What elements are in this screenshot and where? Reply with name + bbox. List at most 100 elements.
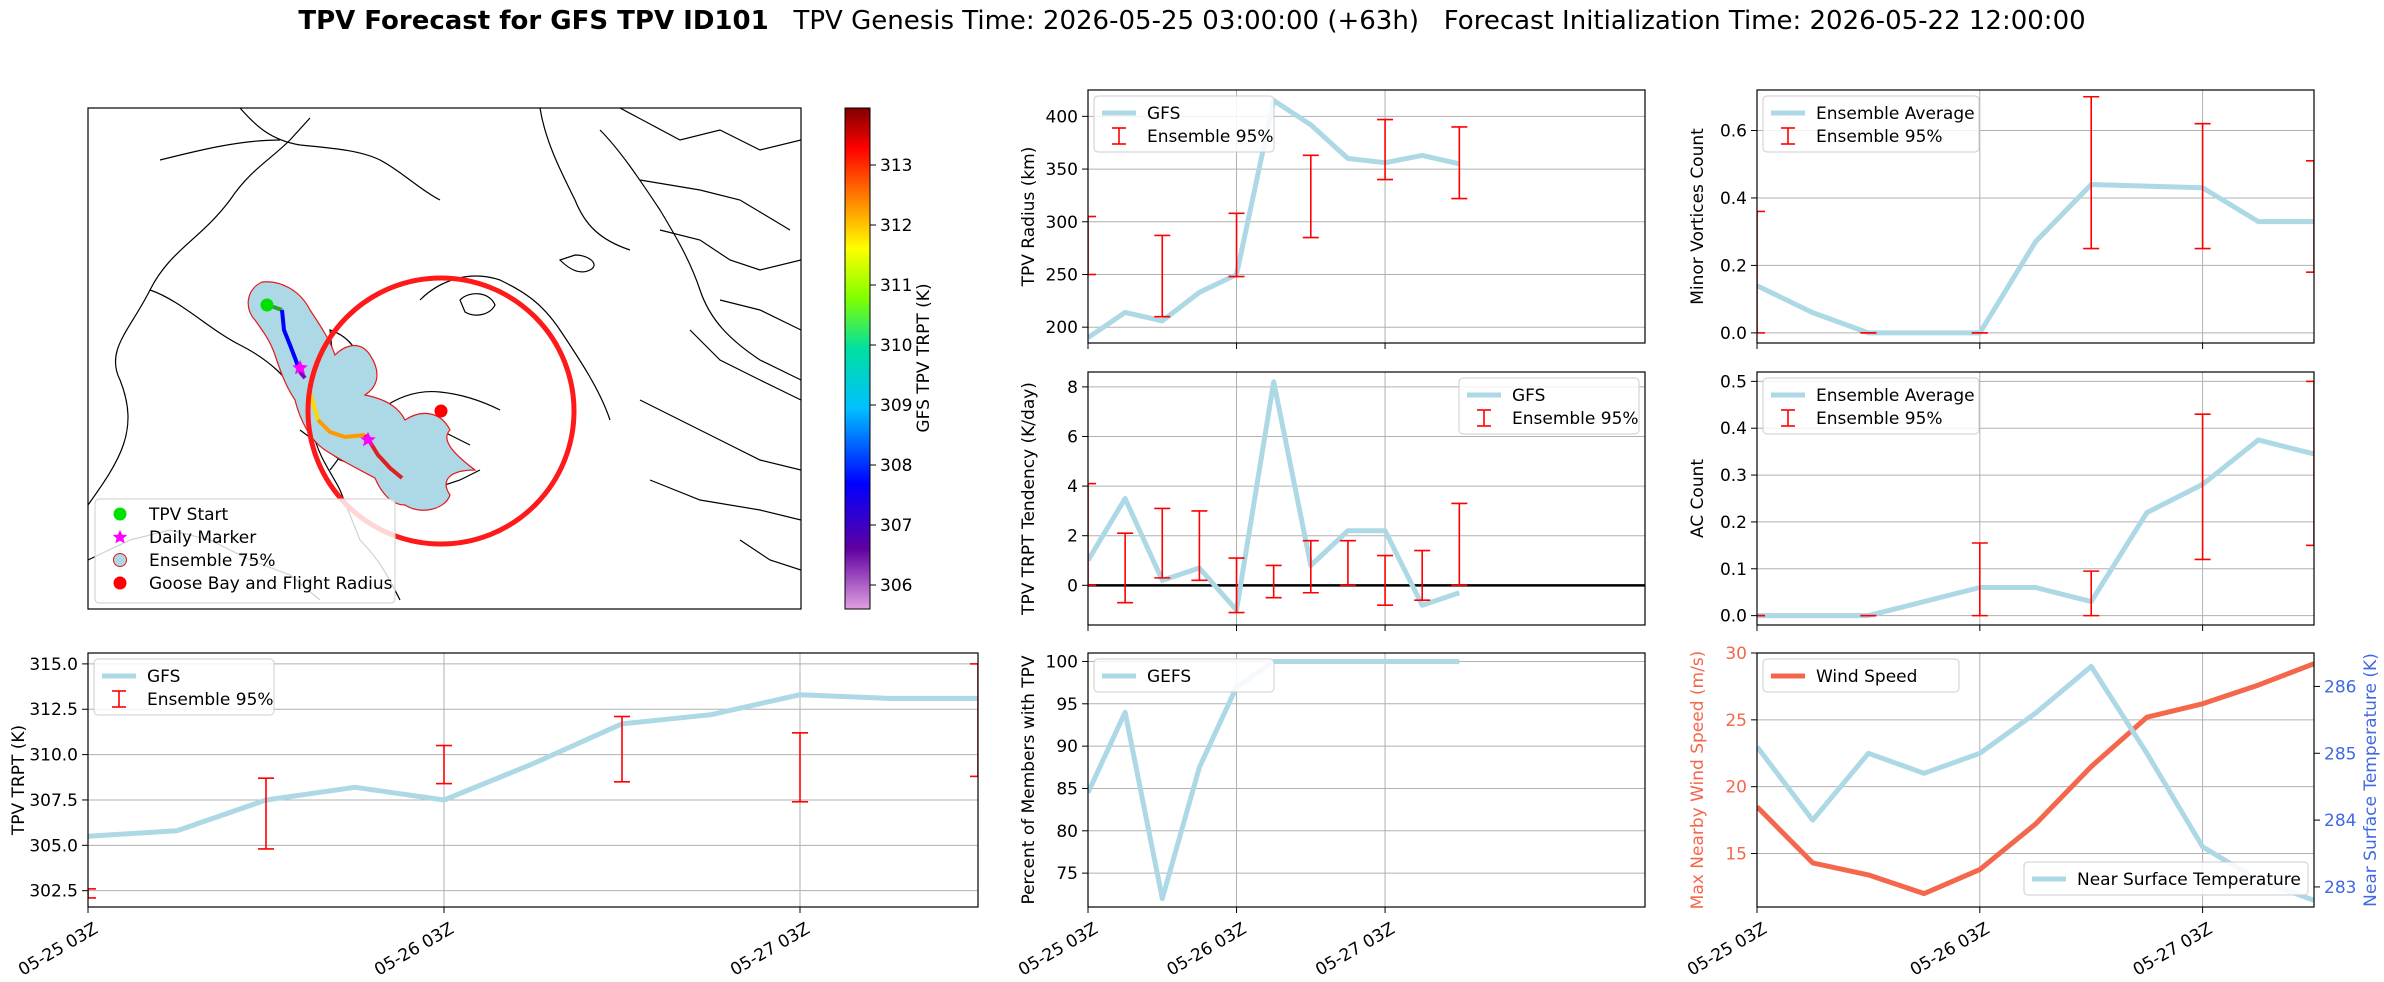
colorbar-tick-label: 308 [880, 456, 912, 476]
ylabel: AC Count [1688, 459, 1708, 538]
legend-frame [1762, 658, 1960, 693]
legend-label: GFS [1147, 104, 1180, 124]
ytick-label: 0 [1067, 576, 1078, 596]
colorbar-tick-label: 306 [880, 576, 912, 596]
ylabel: Max Nearby Wind Speed (m/s) [1688, 651, 1708, 910]
series-line [1757, 663, 2314, 903]
errorbar [614, 715, 630, 783]
legend-label: Ensemble 95% [147, 690, 274, 710]
ytick-label: 6 [1067, 427, 1078, 447]
errorbar [1971, 542, 1988, 617]
errorbar [1302, 539, 1319, 594]
y2tick-label: 286 [2324, 677, 2356, 697]
ytick-label: 80 [1056, 822, 1078, 842]
ytick-label: 100 [1046, 652, 1078, 672]
errorbar [2083, 95, 2100, 250]
xtick-label: 05-26 03Z [371, 919, 457, 980]
series-line [88, 692, 978, 839]
legend-label: Ensemble 95% [1816, 127, 1943, 147]
colorbar-tick-label: 313 [880, 156, 912, 176]
ytick-label: 400 [1046, 107, 1078, 127]
plot-area [88, 663, 978, 899]
ylabel: Minor Vortices Count [1688, 128, 1708, 305]
colorbar [844, 107, 871, 610]
ytick-label: 0.0 [1720, 324, 1747, 344]
errorbar [2306, 380, 2314, 547]
ytick-label: 20 [1725, 778, 1747, 798]
colorbar-tick-label: 310 [880, 336, 912, 356]
legend-ensemble-75: Ensemble 75% [149, 551, 276, 571]
legend-frame [1093, 658, 1275, 693]
ytick-label: 310.0 [29, 746, 78, 766]
errorbar [970, 663, 978, 778]
errorbar [2194, 122, 2211, 250]
colorbar-ticks: 306 307 308 309 310 311 312 313 [870, 156, 912, 596]
chart-tendency: 0 2 4 6 8 TPV TRPT Tendency (K/day) GFS Ensembl… [1019, 371, 1646, 631]
legend-goose-marker [113, 576, 127, 590]
ytick-label: 200 [1046, 318, 1078, 338]
colorbar-label: GFS TPV TRPT (K) [914, 283, 934, 432]
ytick-label: 15 [1725, 845, 1747, 865]
errorbar [1757, 210, 1765, 334]
ylabel: TPV TRPT (K) [9, 725, 29, 836]
legend-frame [1458, 377, 1640, 435]
legend-daily-marker-label: Daily Marker [149, 528, 256, 548]
ytick-label: 307.5 [29, 791, 78, 811]
y2tick-label: 285 [2324, 744, 2356, 764]
y2tick-label: 283 [2324, 878, 2356, 898]
axes-frame [1756, 371, 2315, 626]
ytick-label: 0.5 [1720, 372, 1747, 392]
legend-label: Ensemble Average [1816, 104, 1975, 124]
legend: Wind Speed [1762, 658, 1960, 693]
errorbar [792, 732, 808, 803]
chart-radius: 200 250 300 350 400 TPV Radius (km) GFS Ensembl… [1019, 89, 1646, 349]
plot-area [1088, 659, 1460, 901]
ytick-label: 85 [1056, 779, 1078, 799]
legend-label: Near Surface Temperature [2077, 870, 2301, 890]
ytick-label: 305.0 [29, 836, 78, 856]
legend-label: Ensemble 95% [1147, 127, 1274, 147]
legend: GEFS [1093, 658, 1275, 693]
y2label: Near Surface Temperature (K) [2361, 653, 2381, 907]
plot-area [1757, 95, 2314, 336]
errorbar [2083, 570, 2100, 617]
daily-marker-2 [360, 432, 376, 447]
errorbar [1154, 507, 1171, 579]
axes-frame [87, 652, 979, 908]
ytick-label: 4 [1067, 477, 1078, 497]
ylabel: TPV Radius (km) [1019, 147, 1039, 288]
errorbar [1451, 502, 1468, 587]
xtick-label: 05-25 03Z [1015, 919, 1101, 980]
xtick-label: 05-25 03Z [1684, 919, 1770, 980]
ytick-label: 0.2 [1720, 513, 1747, 533]
flight-radius-circle [305, 275, 577, 547]
ytick-label: 0.2 [1720, 256, 1747, 276]
track-blue [280, 309, 302, 373]
legend-daily-marker [112, 530, 128, 544]
ytick-label: 90 [1056, 737, 1078, 757]
ytick-label: 0.0 [1720, 607, 1747, 627]
errorbar [1228, 557, 1245, 614]
axes-frame [1087, 89, 1646, 344]
series-line [1757, 437, 2314, 619]
errorbar [1377, 118, 1394, 181]
series-line [1757, 661, 2314, 897]
ytick-label: 8 [1067, 378, 1078, 398]
errorbar [1228, 212, 1245, 278]
xtick-label: 05-27 03Z [1312, 919, 1398, 980]
xtick-label: 05-26 03Z [1907, 919, 1993, 980]
axes-frame [1756, 89, 2315, 344]
legend-label: Ensemble 95% [1512, 409, 1639, 429]
ytick-label: 312.5 [29, 700, 78, 720]
ytick-label: 0.6 [1720, 121, 1747, 141]
errorbar [1088, 482, 1096, 587]
legend-frame [1762, 95, 1980, 153]
ylabel: Percent of Members with TPV [1019, 655, 1039, 904]
errorbar [2306, 160, 2314, 273]
axes-frame [1087, 371, 1646, 626]
legend-frame [2023, 861, 2309, 896]
ytick-label: 25 [1725, 711, 1747, 731]
ensemble-75-region [247, 281, 477, 511]
xtick-label: 05-26 03Z [1164, 919, 1250, 980]
